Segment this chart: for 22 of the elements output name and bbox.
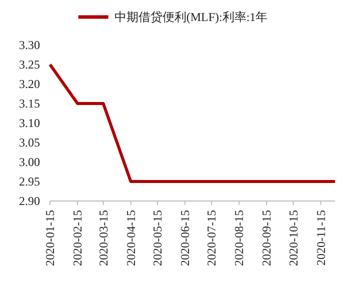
x-tick-label: 2020-07-15 [204,210,219,266]
x-tick-label: 2020-01-15 [43,210,57,266]
x-tick-label: 2020-04-15 [124,210,138,266]
y-tick-label: 3.20 [19,77,40,91]
x-tick-label: 2020-05-15 [150,210,164,266]
y-tick-label: 3.25 [19,58,40,72]
y-tick-label: 2.95 [19,174,40,188]
y-tick-label: 3.15 [19,96,40,110]
x-tick-label: 2020-11-15 [314,210,328,266]
legend-label: 中期借贷便利(MLF):利率:1年 [114,10,268,24]
y-tick-label: 3.05 [19,136,40,150]
x-tick-label: 2020-03-15 [96,210,110,266]
x-tick-label: 2020-02-15 [70,210,85,266]
y-tick-label: 2.90 [19,194,40,208]
y-tick-label: 3.30 [19,38,40,52]
x-tick-label: 2020-10-15 [286,210,300,266]
y-tick-label: 3.00 [19,155,40,169]
x-tick-label: 2020-09-15 [260,210,274,266]
x-tick-label: 2020-08-15 [232,210,246,266]
legend: 中期借贷便利(MLF):利率:1年 [78,10,268,24]
y-tick-label: 3.10 [19,116,40,130]
x-tick-label: 2020-06-15 [178,210,192,266]
